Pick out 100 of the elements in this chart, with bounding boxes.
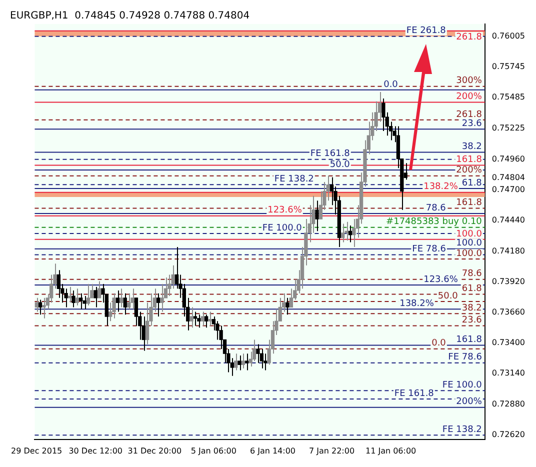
candlestick bbox=[68, 286, 72, 304]
annotation: 100.0 bbox=[456, 248, 482, 259]
annotation: FE 138.2 bbox=[442, 425, 482, 436]
annotation: FE 100.0 bbox=[442, 380, 482, 391]
candlestick bbox=[204, 314, 208, 328]
candlestick bbox=[216, 320, 220, 340]
y-tick-label: 0.74960 bbox=[492, 154, 526, 164]
annotation: 161.8 bbox=[456, 335, 482, 346]
candlestick bbox=[97, 280, 102, 298]
candlestick bbox=[234, 353, 238, 371]
annotation: 50.0 bbox=[438, 291, 458, 302]
annotation: 100.0 bbox=[456, 229, 482, 240]
candlestick bbox=[56, 270, 61, 298]
annotation: FE 161.8 bbox=[394, 388, 434, 399]
annotation: FE 161.8 bbox=[310, 149, 350, 160]
candlestick bbox=[289, 288, 294, 308]
candlestick bbox=[38, 299, 42, 316]
candlestick bbox=[120, 288, 124, 308]
candlestick bbox=[341, 223, 345, 243]
y-tick-label: 0.74180 bbox=[492, 246, 526, 256]
candlestick bbox=[126, 292, 131, 310]
annotation: 78.6 bbox=[426, 203, 446, 214]
candlestick bbox=[79, 292, 83, 310]
candlestick bbox=[193, 311, 198, 326]
candlestick bbox=[344, 221, 348, 241]
x-tick-label: 30 Dec 12:00 bbox=[68, 446, 123, 456]
y-tick-label: 0.72620 bbox=[492, 430, 526, 439]
annotation: 78.6 bbox=[462, 269, 482, 280]
annotation: 261.8 bbox=[456, 110, 482, 120]
annotation: 38.2 bbox=[462, 303, 482, 314]
candlestick bbox=[64, 288, 68, 308]
candlestick bbox=[352, 218, 356, 248]
candlestick bbox=[134, 297, 138, 326]
candlestick bbox=[286, 297, 290, 316]
annotation: 23.6 bbox=[462, 118, 482, 129]
annotation: FE 78.6 bbox=[448, 352, 482, 363]
candlestick bbox=[82, 296, 86, 310]
annotation: FE 100.0 bbox=[262, 223, 302, 234]
candlestick bbox=[145, 302, 150, 345]
x-tick-label: 6 Jan 14:00 bbox=[250, 446, 296, 456]
annotation: 100.0 bbox=[456, 238, 482, 249]
candlestick bbox=[190, 306, 194, 328]
candlestick bbox=[160, 284, 164, 312]
y-tick-label: 0.73920 bbox=[492, 276, 526, 286]
candlestick bbox=[208, 311, 212, 326]
x-tick-label: 11 Jan 06:00 bbox=[365, 446, 416, 456]
candlestick bbox=[315, 200, 319, 232]
annotation: #17485383 buy 0.10 bbox=[386, 217, 482, 228]
candlestick bbox=[197, 314, 201, 328]
x-tick-label: 5 Jan 06:00 bbox=[190, 446, 236, 456]
annotation: 161.8 bbox=[456, 198, 482, 208]
candlestick bbox=[72, 290, 76, 308]
candlestick bbox=[260, 348, 264, 369]
annotation: 161.8 bbox=[456, 155, 482, 166]
y-tick-label: 0.76005 bbox=[492, 31, 526, 40]
annotation: 138.2% bbox=[424, 182, 458, 192]
annotation: FE 78.6 bbox=[412, 244, 446, 255]
annotation: 261.8 bbox=[456, 32, 482, 43]
y-tick-label: 0.74700 bbox=[492, 185, 526, 194]
y-tick-label: 0.73660 bbox=[492, 307, 526, 316]
annotation: 200% bbox=[456, 397, 482, 408]
candlestick bbox=[168, 274, 172, 297]
y-tick-label: 0.72880 bbox=[492, 399, 526, 408]
candlestick bbox=[264, 353, 268, 371]
y-tick-label: 0.75225 bbox=[492, 123, 526, 132]
annotation: 38.2 bbox=[462, 142, 482, 152]
y-tick-label: 0.74440 bbox=[492, 216, 526, 225]
annotation: 23.6 bbox=[462, 316, 482, 326]
candlestick bbox=[112, 292, 116, 319]
x-tick-label: 31 Dec 20:00 bbox=[128, 446, 182, 456]
chart-title: EURGBP,H1 0.74845 0.74928 0.74788 0.74804 bbox=[10, 10, 250, 22]
annotation: 138.2% bbox=[400, 298, 434, 309]
y-tick-label: 0.74804 bbox=[492, 172, 526, 182]
candlestick bbox=[156, 292, 160, 318]
annotation: 0.0 bbox=[432, 338, 446, 349]
y-tick-label: 0.73140 bbox=[492, 368, 526, 378]
candlestick bbox=[116, 290, 120, 312]
candlestick bbox=[34, 297, 38, 312]
y-tick-label: 0.73400 bbox=[492, 338, 526, 348]
x-tick-label: 29 Dec 2015 bbox=[11, 446, 62, 456]
annotation: 123.6% bbox=[268, 206, 302, 216]
candlestick bbox=[86, 284, 90, 306]
candlestick bbox=[382, 98, 386, 132]
candlestick bbox=[123, 292, 127, 316]
y-tick-label: 0.75745 bbox=[492, 62, 526, 72]
candlestick bbox=[130, 288, 134, 310]
candlestick bbox=[256, 344, 260, 364]
y-tick-label: 0.75485 bbox=[492, 92, 526, 102]
x-tick-label: 7 Jan 22:00 bbox=[308, 446, 355, 456]
annotation: 123.6% bbox=[424, 274, 458, 285]
candlestick bbox=[75, 288, 79, 306]
candlestick bbox=[42, 297, 46, 319]
annotation: 200% bbox=[456, 92, 482, 102]
annotation: 0.0 bbox=[384, 80, 398, 90]
annotation: FE 138.2 bbox=[274, 174, 314, 185]
annotation: 61.8 bbox=[462, 284, 482, 294]
candlestick bbox=[245, 353, 249, 371]
candlestick bbox=[94, 286, 98, 308]
candlestick bbox=[241, 353, 246, 369]
annotation: 61.8 bbox=[462, 178, 482, 188]
